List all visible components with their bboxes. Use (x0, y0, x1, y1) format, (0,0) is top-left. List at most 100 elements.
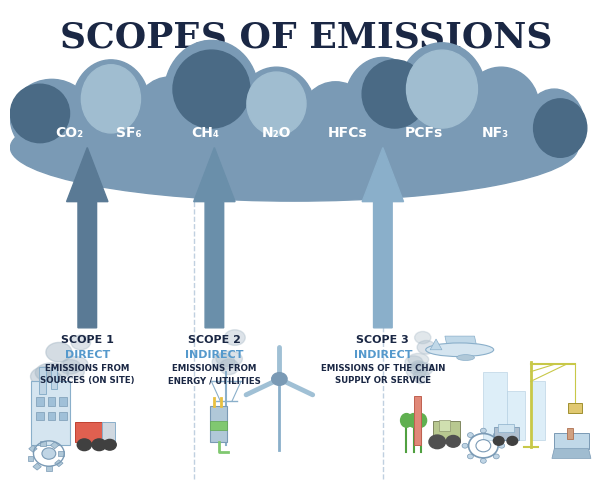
Ellipse shape (40, 372, 64, 391)
Ellipse shape (493, 433, 499, 438)
Ellipse shape (408, 353, 428, 366)
Ellipse shape (31, 367, 59, 386)
Bar (75, 422, 105, 442)
Circle shape (493, 437, 504, 445)
Bar (507, 391, 524, 440)
Bar (433, 421, 460, 440)
Circle shape (476, 440, 491, 452)
Bar (48, 412, 55, 420)
Ellipse shape (362, 60, 427, 128)
Ellipse shape (135, 77, 206, 150)
Ellipse shape (408, 414, 419, 427)
Text: CH₄: CH₄ (192, 126, 220, 140)
Text: EMISSIONS FROM
ENERGY / UTILITIES: EMISSIONS FROM ENERGY / UTILITIES (168, 365, 261, 385)
Ellipse shape (63, 357, 88, 371)
Ellipse shape (480, 459, 487, 463)
Ellipse shape (10, 94, 578, 201)
Text: INDIRECT: INDIRECT (354, 350, 412, 360)
Bar (568, 403, 582, 413)
Bar (554, 433, 589, 449)
Bar (531, 381, 545, 440)
Ellipse shape (10, 84, 70, 143)
Circle shape (507, 437, 518, 445)
Ellipse shape (468, 433, 473, 438)
Ellipse shape (247, 72, 306, 135)
Ellipse shape (212, 354, 235, 370)
Circle shape (77, 439, 91, 451)
Bar (40, 441, 46, 446)
FancyArrow shape (362, 147, 403, 328)
Ellipse shape (173, 50, 250, 128)
Bar (48, 397, 55, 406)
Text: SCOPES OF EMISSIONS: SCOPES OF EMISSIONS (60, 21, 552, 55)
Text: SCOPE 1: SCOPE 1 (61, 335, 114, 345)
Ellipse shape (225, 330, 245, 345)
Ellipse shape (493, 454, 499, 459)
Text: INDIRECT: INDIRECT (185, 350, 244, 360)
Circle shape (446, 436, 460, 447)
Ellipse shape (409, 362, 433, 376)
Bar (51, 367, 56, 389)
Polygon shape (552, 449, 591, 459)
Text: N₂O: N₂O (262, 126, 291, 140)
Text: NF₃: NF₃ (482, 126, 509, 140)
Ellipse shape (35, 363, 69, 382)
Ellipse shape (345, 57, 421, 150)
Ellipse shape (401, 414, 412, 427)
Ellipse shape (10, 79, 93, 157)
Bar (483, 372, 507, 440)
Ellipse shape (417, 341, 435, 354)
Ellipse shape (534, 99, 587, 157)
Polygon shape (445, 336, 477, 350)
Bar (494, 427, 519, 440)
Ellipse shape (406, 365, 426, 378)
Bar (51, 442, 59, 449)
Bar (498, 424, 514, 432)
Ellipse shape (398, 43, 487, 145)
Ellipse shape (406, 50, 477, 128)
Ellipse shape (300, 82, 371, 155)
Bar (46, 466, 52, 471)
Text: HFCs: HFCs (327, 126, 367, 140)
FancyArrow shape (193, 147, 235, 328)
Circle shape (42, 448, 56, 459)
Ellipse shape (468, 454, 473, 459)
Ellipse shape (405, 356, 423, 368)
Bar (33, 463, 41, 470)
Bar (58, 451, 64, 456)
Bar (59, 412, 67, 420)
Ellipse shape (220, 359, 239, 374)
Polygon shape (430, 339, 442, 350)
Ellipse shape (463, 67, 540, 150)
Text: SF₆: SF₆ (116, 126, 141, 140)
Bar (54, 460, 63, 466)
Ellipse shape (216, 351, 242, 367)
Bar (102, 422, 115, 441)
Text: DIRECT: DIRECT (65, 350, 110, 360)
Bar (211, 406, 227, 442)
Circle shape (429, 435, 446, 449)
Ellipse shape (462, 443, 468, 448)
Ellipse shape (414, 331, 431, 343)
Ellipse shape (81, 65, 141, 133)
Ellipse shape (72, 60, 149, 147)
Ellipse shape (238, 67, 315, 150)
Text: SCOPE 3: SCOPE 3 (356, 335, 409, 345)
Ellipse shape (457, 355, 474, 361)
Ellipse shape (480, 428, 487, 433)
Ellipse shape (59, 360, 81, 374)
Bar (39, 367, 46, 393)
Bar (567, 428, 573, 439)
Ellipse shape (499, 443, 505, 448)
Bar (29, 445, 37, 452)
Bar (439, 420, 450, 431)
Text: EMISSIONS OF THE CHAIN
SUPPLY OR SERVICE: EMISSIONS OF THE CHAIN SUPPLY OR SERVICE (321, 365, 445, 385)
Text: CO₂: CO₂ (56, 126, 84, 140)
Ellipse shape (524, 89, 584, 157)
Circle shape (272, 373, 287, 385)
FancyArrow shape (67, 147, 108, 328)
Bar (37, 412, 44, 420)
Bar (28, 456, 34, 461)
Text: SCOPE 2: SCOPE 2 (188, 335, 241, 345)
Ellipse shape (415, 414, 427, 427)
